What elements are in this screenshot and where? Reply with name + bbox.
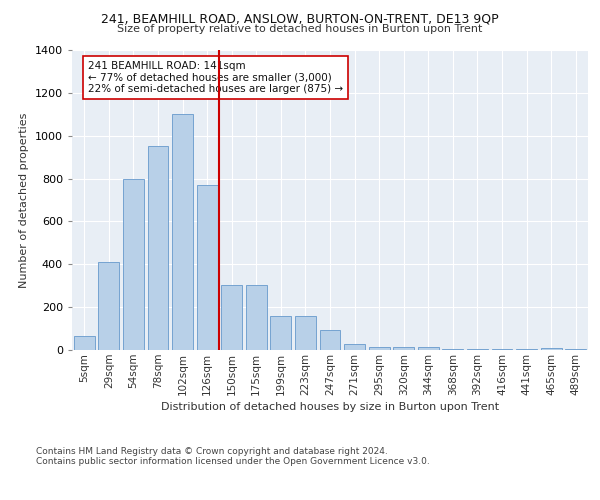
Bar: [172, 114, 193, 350]
Bar: [344, 344, 365, 350]
Bar: [221, 284, 242, 350]
Bar: [368, 347, 389, 350]
Bar: [123, 178, 144, 350]
Bar: [148, 146, 169, 350]
Bar: [271, 316, 292, 350]
Y-axis label: Number of detached properties: Number of detached properties: [19, 112, 29, 288]
Bar: [442, 349, 463, 350]
Bar: [74, 336, 95, 350]
Text: Distribution of detached houses by size in Burton upon Trent: Distribution of detached houses by size …: [161, 402, 499, 412]
Text: 241, BEAMHILL ROAD, ANSLOW, BURTON-ON-TRENT, DE13 9QP: 241, BEAMHILL ROAD, ANSLOW, BURTON-ON-TR…: [101, 12, 499, 26]
Bar: [197, 185, 218, 350]
Bar: [491, 349, 512, 350]
Text: 241 BEAMHILL ROAD: 141sqm
← 77% of detached houses are smaller (3,000)
22% of se: 241 BEAMHILL ROAD: 141sqm ← 77% of detac…: [88, 60, 343, 94]
Bar: [467, 349, 488, 350]
Text: Size of property relative to detached houses in Burton upon Trent: Size of property relative to detached ho…: [118, 24, 482, 34]
Bar: [516, 349, 537, 350]
Bar: [295, 316, 316, 350]
Bar: [541, 348, 562, 350]
Text: Contains public sector information licensed under the Open Government Licence v3: Contains public sector information licen…: [36, 458, 430, 466]
Bar: [246, 284, 267, 350]
Bar: [320, 330, 340, 350]
Bar: [418, 348, 439, 350]
Text: Contains HM Land Registry data © Crown copyright and database right 2024.: Contains HM Land Registry data © Crown c…: [36, 448, 388, 456]
Bar: [98, 262, 119, 350]
Bar: [393, 347, 414, 350]
Bar: [565, 349, 586, 350]
